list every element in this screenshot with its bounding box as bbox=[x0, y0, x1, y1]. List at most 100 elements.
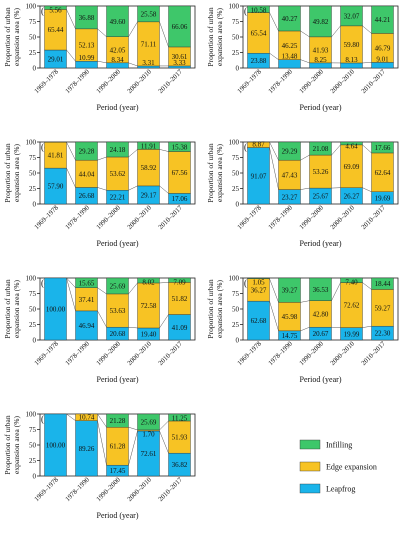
data-label: 100.00 bbox=[46, 442, 66, 450]
data-label: 5.56 bbox=[49, 6, 62, 14]
bar-segment bbox=[106, 413, 129, 428]
connector-line bbox=[269, 141, 279, 161]
data-label: 69.09 bbox=[344, 163, 360, 171]
connector-line bbox=[269, 52, 279, 60]
y-axis-label: Proportion of urbanexpansion area (%) bbox=[206, 143, 224, 202]
x-tick-label: 1969–1978 bbox=[33, 204, 60, 231]
bar-segment bbox=[278, 141, 301, 161]
data-label: 47.43 bbox=[282, 171, 298, 179]
x-tick-label: 1969–1978 bbox=[236, 68, 263, 95]
y-axis-label-line2: expansion area (%) bbox=[12, 416, 21, 474]
data-label: 45.98 bbox=[282, 313, 298, 321]
connector-line bbox=[66, 167, 76, 188]
x-tick-label: 1978–1990 bbox=[267, 204, 294, 231]
legend-label: Leapfrog bbox=[326, 485, 355, 494]
x-tick-label: 1969–1978 bbox=[33, 68, 60, 95]
bar-segment bbox=[278, 277, 301, 303]
bar-segment bbox=[278, 59, 301, 69]
bar-segment bbox=[75, 141, 98, 161]
data-label: 32.07 bbox=[344, 12, 360, 20]
x-axis-label: Period (year) bbox=[300, 375, 342, 384]
y-axis-label: Proportion of urbanexpansion area (%) bbox=[206, 279, 224, 338]
connector-line bbox=[159, 420, 169, 431]
connector-line bbox=[128, 326, 138, 329]
connector-line bbox=[159, 149, 169, 152]
data-label: 62.64 bbox=[375, 169, 391, 177]
data-label: 21.08 bbox=[313, 145, 329, 153]
data-label: 36.27 bbox=[251, 286, 267, 294]
data-label: 51.93 bbox=[172, 434, 188, 442]
data-label: 59.80 bbox=[344, 41, 360, 49]
bar-segment bbox=[247, 277, 270, 279]
connector-line bbox=[331, 282, 341, 301]
x-tick-label: 1990–2000 bbox=[95, 476, 122, 503]
y-tick-label: 50 bbox=[29, 442, 37, 450]
data-label: 53.62 bbox=[110, 170, 126, 178]
data-label: 14.75 bbox=[282, 332, 298, 340]
bar-segment bbox=[371, 141, 394, 154]
connector-line bbox=[269, 278, 279, 303]
x-tick-label: 1990–2000 bbox=[95, 340, 122, 367]
data-label: 10.74 bbox=[79, 414, 95, 422]
y-tick-label: 0 bbox=[236, 337, 240, 345]
y-axis-label-line2: expansion area (%) bbox=[12, 280, 21, 338]
connector-line bbox=[66, 277, 76, 288]
bar-segment bbox=[371, 5, 394, 34]
x-tick-label: 1990–2000 bbox=[95, 204, 122, 231]
x-axis-label: Period (year) bbox=[97, 239, 139, 248]
y-tick-label: 25 bbox=[232, 185, 240, 193]
y-tick-label: 100 bbox=[26, 275, 37, 283]
connector-line bbox=[159, 282, 169, 284]
data-label: 53.26 bbox=[313, 168, 329, 176]
data-label: 25.69 bbox=[110, 282, 126, 290]
data-label: 46.79 bbox=[375, 44, 391, 52]
data-label: 17.06 bbox=[172, 195, 188, 203]
x-tick-label: 2010–2017 bbox=[157, 204, 184, 231]
legend-swatch bbox=[299, 483, 321, 494]
data-label: 58.92 bbox=[141, 164, 157, 172]
data-label: 29.29 bbox=[282, 148, 298, 156]
y-tick-label: 0 bbox=[33, 201, 37, 209]
connector-line bbox=[128, 282, 138, 295]
legend-swatch bbox=[299, 439, 321, 450]
connector-line bbox=[362, 187, 372, 193]
connector-line bbox=[300, 326, 310, 332]
y-axis-label: Proportion of urbanexpansion area (%) bbox=[3, 279, 21, 338]
bar-segment bbox=[137, 141, 160, 150]
connector-line bbox=[128, 430, 138, 466]
connector-line bbox=[331, 144, 341, 156]
y-tick-label: 50 bbox=[29, 170, 37, 178]
data-label: 25.69 bbox=[141, 418, 157, 426]
x-tick-label: 1978–1990 bbox=[64, 204, 91, 231]
data-label: 61.28 bbox=[110, 443, 126, 451]
y-tick-label: 75 bbox=[232, 154, 240, 162]
data-label: 8.87 bbox=[252, 141, 265, 149]
data-label: 1.70 bbox=[142, 430, 155, 438]
y-tick-label: 50 bbox=[29, 34, 37, 42]
y-axis-label: Proportion of urbanexpansion area (%) bbox=[3, 143, 21, 202]
x-tick-label: 1969–1978 bbox=[236, 340, 263, 367]
bar-segment bbox=[106, 277, 129, 295]
connector-line bbox=[97, 187, 107, 191]
data-label: 8.13 bbox=[345, 56, 358, 64]
data-label: 41.09 bbox=[172, 324, 188, 332]
bar-segment bbox=[278, 5, 301, 32]
data-label: 42.80 bbox=[313, 310, 329, 318]
connector-line bbox=[300, 300, 310, 303]
bar-segment bbox=[168, 413, 191, 422]
y-tick-label: 0 bbox=[236, 65, 240, 73]
data-label: 23.27 bbox=[282, 193, 298, 201]
bar-segment bbox=[168, 5, 191, 48]
bar-segment bbox=[309, 5, 332, 38]
data-label: 11.91 bbox=[141, 143, 157, 151]
data-label: 25.58 bbox=[141, 10, 157, 18]
y-axis-label-line2: expansion area (%) bbox=[12, 8, 21, 66]
data-label: 19.99 bbox=[344, 330, 360, 338]
y-tick-label: 75 bbox=[29, 426, 37, 434]
x-tick-label: 2010–2017 bbox=[360, 340, 387, 367]
connector-line bbox=[362, 144, 372, 154]
